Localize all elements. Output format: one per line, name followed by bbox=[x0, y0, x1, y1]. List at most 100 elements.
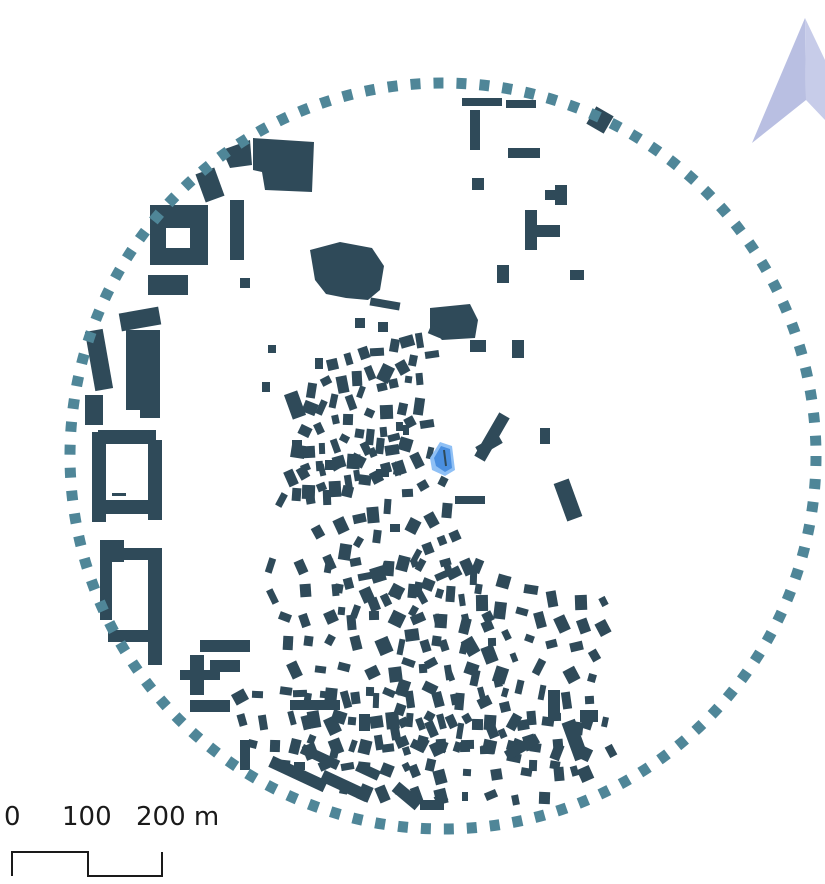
building bbox=[391, 781, 423, 811]
building bbox=[348, 739, 358, 753]
building bbox=[286, 660, 303, 680]
building bbox=[569, 765, 580, 777]
building bbox=[503, 733, 541, 761]
building bbox=[374, 784, 391, 804]
building bbox=[292, 689, 308, 698]
building bbox=[92, 432, 106, 522]
building bbox=[533, 610, 547, 630]
building bbox=[323, 557, 334, 574]
building bbox=[297, 423, 313, 439]
building bbox=[404, 375, 413, 384]
building bbox=[444, 667, 456, 682]
building bbox=[230, 688, 250, 706]
building bbox=[419, 418, 435, 430]
building bbox=[257, 714, 269, 731]
building bbox=[302, 445, 316, 459]
building bbox=[469, 568, 478, 586]
building bbox=[325, 357, 340, 372]
building bbox=[419, 638, 432, 654]
building bbox=[388, 378, 399, 389]
building bbox=[604, 743, 618, 759]
building bbox=[322, 489, 332, 506]
building bbox=[355, 318, 365, 328]
building bbox=[424, 350, 440, 359]
building bbox=[372, 529, 382, 544]
building bbox=[200, 640, 250, 652]
building bbox=[340, 484, 355, 499]
building bbox=[415, 736, 430, 754]
building bbox=[512, 340, 524, 358]
building bbox=[324, 687, 338, 704]
building bbox=[450, 693, 458, 706]
building bbox=[385, 711, 400, 730]
building bbox=[356, 385, 366, 399]
building bbox=[380, 560, 394, 576]
building bbox=[404, 517, 422, 535]
building bbox=[140, 330, 160, 418]
building bbox=[293, 558, 309, 576]
building bbox=[397, 687, 409, 697]
building bbox=[337, 661, 351, 673]
building bbox=[469, 669, 481, 687]
building bbox=[432, 768, 448, 786]
building bbox=[598, 595, 609, 608]
building bbox=[323, 609, 339, 625]
building bbox=[277, 611, 293, 623]
building bbox=[423, 656, 439, 670]
building bbox=[584, 695, 595, 705]
building bbox=[474, 583, 483, 595]
building bbox=[428, 739, 447, 758]
building bbox=[376, 381, 388, 393]
building bbox=[452, 741, 463, 753]
north-arrow-icon bbox=[752, 18, 825, 143]
building bbox=[401, 656, 416, 669]
building bbox=[524, 633, 535, 644]
building bbox=[359, 714, 370, 731]
building bbox=[483, 788, 499, 802]
building bbox=[282, 635, 294, 651]
building bbox=[315, 481, 328, 493]
building bbox=[369, 347, 385, 357]
building bbox=[445, 565, 463, 581]
building bbox=[315, 460, 324, 472]
building bbox=[288, 738, 302, 755]
building bbox=[493, 601, 507, 620]
building bbox=[379, 592, 393, 608]
building bbox=[346, 614, 357, 631]
building bbox=[387, 609, 407, 629]
building bbox=[190, 700, 230, 712]
building bbox=[305, 495, 316, 505]
building bbox=[373, 734, 385, 751]
scale-label-0: 0 bbox=[4, 802, 21, 832]
building bbox=[509, 652, 519, 663]
building bbox=[337, 606, 346, 616]
building bbox=[476, 694, 493, 710]
building bbox=[569, 640, 584, 653]
building bbox=[251, 690, 264, 699]
building bbox=[363, 407, 376, 419]
building bbox=[384, 443, 400, 457]
building bbox=[306, 710, 322, 729]
building bbox=[396, 638, 406, 656]
building bbox=[520, 767, 533, 777]
building bbox=[514, 679, 525, 695]
building bbox=[516, 719, 530, 731]
building bbox=[230, 200, 244, 260]
building bbox=[364, 664, 381, 681]
building bbox=[381, 743, 395, 753]
building bbox=[387, 582, 406, 601]
building bbox=[331, 583, 340, 597]
building bbox=[290, 700, 340, 710]
building bbox=[357, 738, 373, 756]
building bbox=[395, 421, 404, 432]
building bbox=[523, 583, 539, 596]
building bbox=[434, 588, 445, 599]
building bbox=[391, 459, 407, 477]
scale-bar bbox=[11, 851, 163, 877]
building bbox=[458, 617, 472, 635]
building bbox=[394, 735, 410, 749]
building bbox=[431, 635, 442, 647]
building bbox=[332, 516, 350, 535]
building bbox=[454, 692, 465, 711]
building bbox=[484, 721, 500, 740]
